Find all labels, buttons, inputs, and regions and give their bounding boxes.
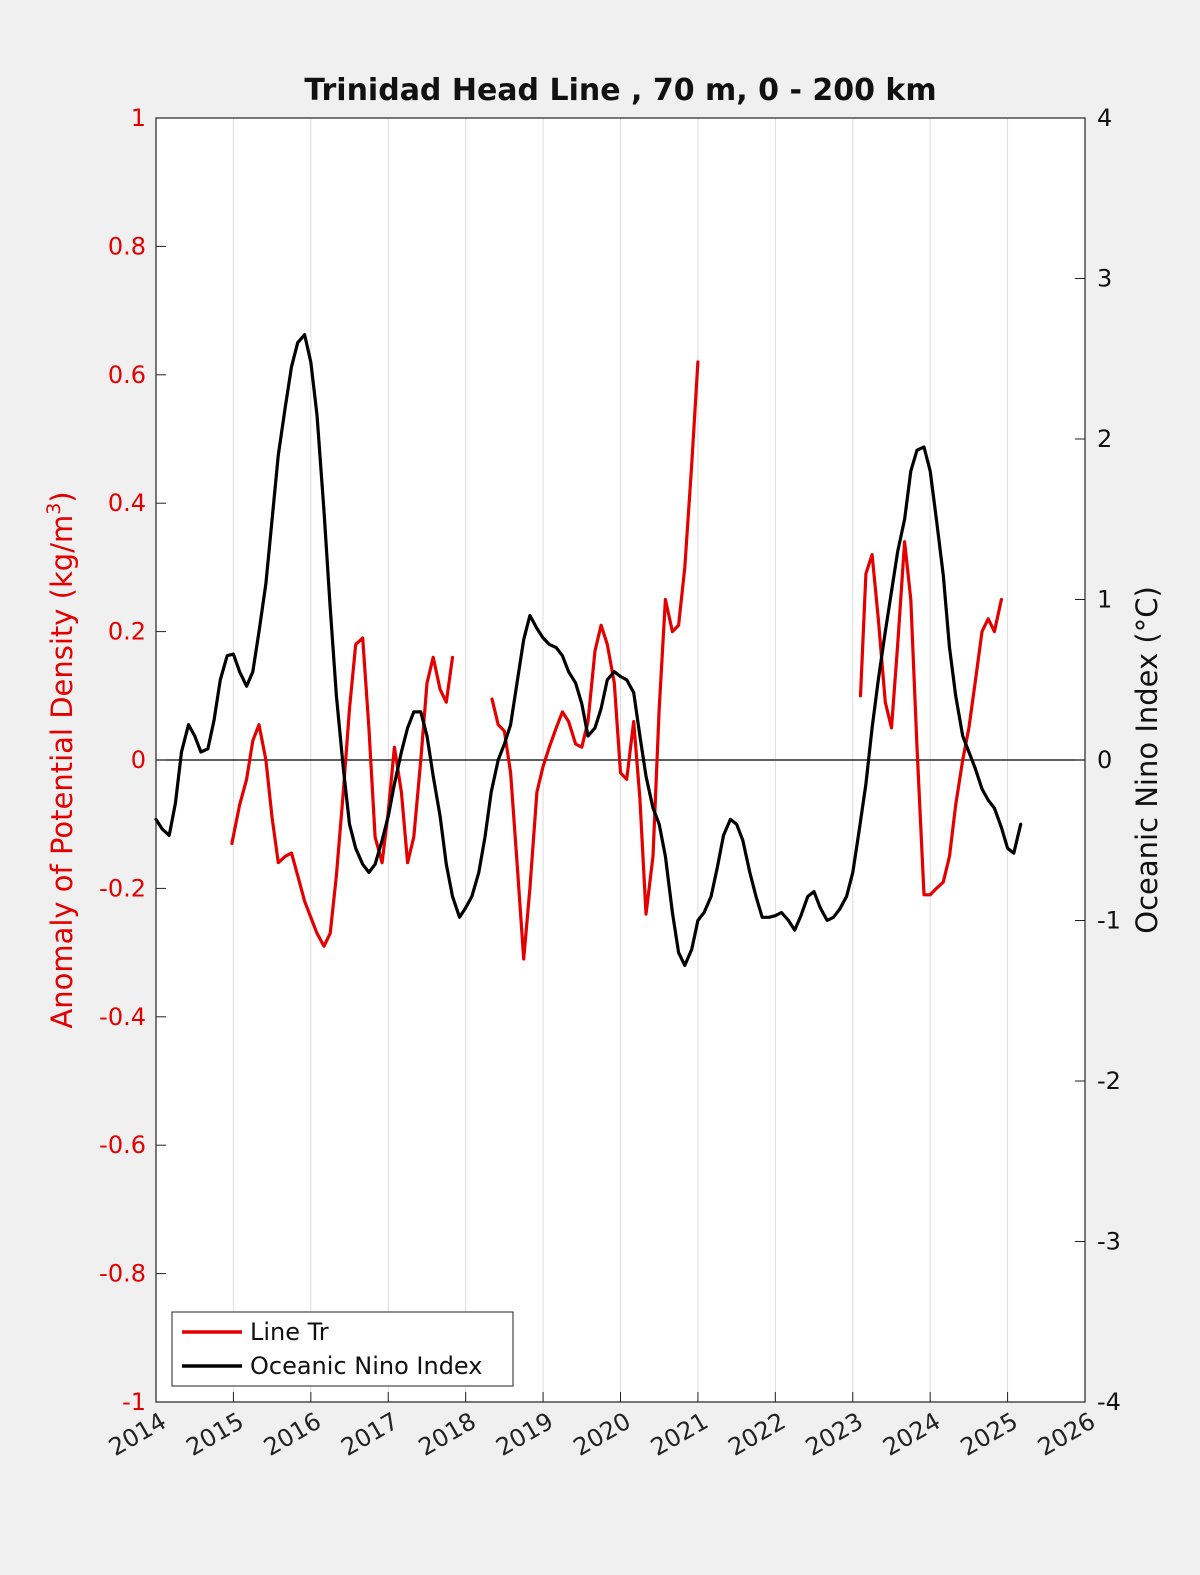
y-right-tick-label: -4 <box>1097 1388 1121 1416</box>
y-right-tick-label: -1 <box>1097 907 1121 935</box>
x-tick-label: 2015 <box>182 1407 249 1462</box>
y-right-tick-label: 4 <box>1097 104 1112 132</box>
y-right-tick-label: 1 <box>1097 586 1112 614</box>
series-line-tr-segment-2 <box>858 540 1004 897</box>
series-line-tr-segment-0 <box>230 636 455 948</box>
x-tick-label: 2017 <box>336 1407 403 1462</box>
y-left-tick-label: -0.8 <box>99 1260 146 1288</box>
y-left-tick-label: 0.6 <box>108 361 146 389</box>
y-right-tick-label: -3 <box>1097 1228 1121 1256</box>
x-tick-label: 2020 <box>569 1407 636 1462</box>
y-axis-left-label-end: ) <box>45 491 79 502</box>
x-tick-label: 2026 <box>1033 1407 1100 1462</box>
legend-label-oni: Oceanic Nino Index <box>250 1352 482 1380</box>
y-left-tick-label: -1 <box>122 1388 146 1416</box>
x-tick-label: 2022 <box>723 1407 790 1462</box>
y-right-tick-label: 2 <box>1097 425 1112 453</box>
legend-box <box>171 1311 514 1387</box>
y-left-tick-label: 0.4 <box>108 489 146 517</box>
y-right-tick-label: 0 <box>1097 746 1112 774</box>
x-tick-label: 2023 <box>801 1407 868 1462</box>
y-left-tick-label: -0.4 <box>99 1003 146 1031</box>
y-left-tick-label: 0 <box>131 746 146 774</box>
series-layer <box>154 333 1023 968</box>
y-left-tick-label: 0.8 <box>108 232 146 260</box>
y-axis-left-label-sup: 3 <box>43 503 65 515</box>
x-tick-label: 2024 <box>878 1407 945 1462</box>
x-tick-label: 2019 <box>491 1407 558 1462</box>
y-right-tick-label: -2 <box>1097 1067 1121 1095</box>
x-tick-label: 2025 <box>956 1407 1023 1462</box>
y-right-tick-label: 3 <box>1097 265 1112 293</box>
x-tick-label: 2016 <box>259 1407 326 1462</box>
y-axis-left-label-base: Anomaly of Potential Density (kg/m <box>45 515 79 1029</box>
chart-title: Trinidad Head Line , 70 m, 0 - 200 km <box>304 73 936 108</box>
x-tick-label: 2021 <box>646 1407 713 1462</box>
y-axis-right-label: Oceanic Nino Index (°C) <box>1130 586 1164 934</box>
y-left-tick-label: 1 <box>131 104 146 132</box>
legend: Line Tr Oceanic Nino Index <box>171 1311 514 1387</box>
legend-label-line-tr: Line Tr <box>250 1318 329 1346</box>
x-tick-label: 2018 <box>414 1407 481 1462</box>
y-axis-left-label: Anomaly of Potential Density (kg/m3) <box>43 491 79 1028</box>
series-oni-segment-0 <box>154 333 1023 968</box>
series-line-tr-segment-1 <box>490 360 700 961</box>
y-left-tick-label: -0.2 <box>99 874 146 902</box>
y-left-tick-label: -0.6 <box>99 1131 146 1159</box>
y-left-tick-label: 0.2 <box>108 618 146 646</box>
